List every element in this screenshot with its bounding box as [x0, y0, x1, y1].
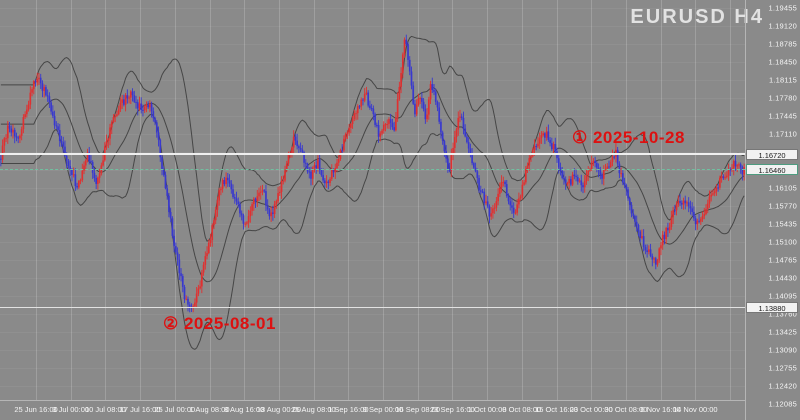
time-axis-label: 3 Jul 00:00 [52, 405, 90, 414]
price-axis-label: 1.15100 [768, 237, 797, 247]
price-axis-label: 1.14765 [768, 255, 797, 265]
price-axis-label: 1.19455 [768, 3, 797, 13]
time-axis-label: 30 Oct 08:00 [604, 405, 648, 414]
price-axis-label: 1.13425 [768, 327, 797, 337]
time-axis-label: 1 Oct 00:00 [467, 405, 507, 414]
time-axis-label: 25 Jun 16:00 [14, 405, 58, 414]
price-axis-label: 1.18785 [768, 39, 797, 49]
time-axis-label: 8 Oct 08:00 [502, 405, 542, 414]
current-price-tag: 1.16460 [746, 164, 798, 175]
annotation-date-1[interactable]: ① 2025-10-28 [572, 128, 685, 147]
time-axis-label: 17 Jul 16:00 [119, 405, 161, 414]
time-axis-label: 8 Aug 16:00 [224, 405, 265, 414]
price-axis-label: 1.16105 [768, 183, 797, 193]
time-axis-label: 6 Nov 16:00 [640, 405, 681, 414]
price-axis-label: 1.14430 [768, 273, 797, 283]
time-axis-label: 15 Oct 16:00 [535, 405, 578, 414]
price-axis-label: 1.12755 [768, 363, 797, 373]
price-axis-label: 1.17445 [768, 111, 797, 121]
time-axis-label: 1 Aug 08:00 [189, 405, 230, 414]
hline2-price-tag: 1.13880 [746, 302, 798, 313]
price-axis-label: 1.14095 [768, 291, 797, 301]
price-axis-label: 1.15770 [768, 201, 797, 211]
horizontal-line-object-1[interactable] [0, 153, 745, 155]
price-axis-label: 1.18450 [768, 57, 797, 67]
price-axis-label: 1.12085 [768, 399, 797, 409]
time-axis: 25 Jun 16:00 3 Jul 00:00 10 Jul 08:00 17 Ju… [0, 400, 745, 420]
price-axis-label: 1.19120 [768, 21, 797, 31]
horizontal-line-object-2[interactable] [0, 307, 745, 308]
price-axis-label: 1.12420 [768, 381, 797, 391]
price-axis-label: 1.17780 [768, 93, 797, 103]
time-axis-label: 23 Sep 16:00 [430, 405, 475, 414]
time-axis-label: 14 Nov 00:00 [672, 405, 718, 414]
time-axis-label: 1 Sep 16:00 [328, 405, 369, 414]
price-axis-label: 1.13090 [768, 345, 797, 355]
time-axis-label: 25 Jul 00:00 [154, 405, 196, 414]
price-axis-label: 1.18115 [769, 75, 797, 85]
price-axis-label: 1.17110 [769, 129, 797, 139]
time-axis-label: 25 Aug 08:00 [291, 405, 336, 414]
price-chart-canvas[interactable] [0, 0, 745, 400]
current-price-line [0, 169, 745, 170]
time-axis-label: 10 Jul 08:00 [84, 405, 126, 414]
time-axis-label: 9 Sep 00:00 [362, 405, 404, 414]
chart-symbol-title: EURUSD H4 [630, 6, 764, 28]
time-axis-label: 23 Oct 00:00 [569, 405, 613, 414]
price-axis-label: 1.15435 [768, 219, 797, 229]
annotation-date-2[interactable]: ② 2025-08-01 [163, 314, 276, 333]
hline1-price-tag: 1.16720 [746, 149, 798, 160]
time-axis-label: 18 Aug 00:00 [256, 405, 301, 414]
price-axis: 1.19455 1.19120 1.18785 1.18450 1.18115 1.177… [745, 0, 800, 420]
time-axis-label: 16 Sep 08:00 [395, 405, 440, 414]
price-axis-label: 1.13760 [768, 309, 797, 319]
